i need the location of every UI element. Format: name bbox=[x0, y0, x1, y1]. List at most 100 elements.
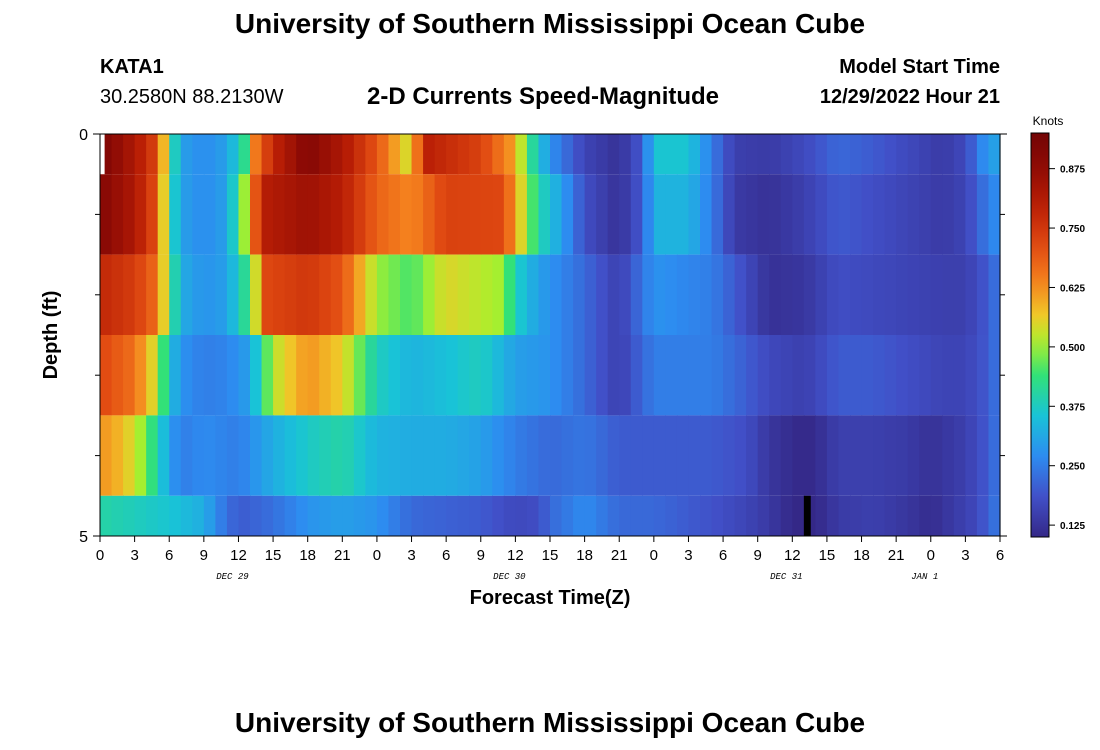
heatmap-cell bbox=[250, 134, 263, 175]
heatmap-cell bbox=[688, 415, 701, 496]
heatmap-cell bbox=[630, 134, 643, 175]
heatmap-cell bbox=[226, 174, 240, 255]
heatmap-cell bbox=[307, 415, 320, 496]
heatmap-cell bbox=[284, 134, 297, 175]
heatmap-cell bbox=[353, 495, 366, 536]
heatmap-cell bbox=[238, 335, 251, 416]
x-tick-label: 3 bbox=[407, 547, 415, 564]
heatmap-cell bbox=[273, 174, 286, 255]
heatmap-cell bbox=[192, 174, 205, 255]
heatmap-cell bbox=[584, 415, 597, 496]
heatmap-cell bbox=[919, 134, 932, 175]
heatmap-cell bbox=[930, 335, 943, 416]
heatmap-cell bbox=[215, 335, 228, 416]
heatmap-cell bbox=[307, 134, 320, 175]
heatmap-cell bbox=[480, 134, 493, 175]
heatmap-cell bbox=[815, 174, 828, 255]
heatmap-cell bbox=[573, 254, 586, 335]
x-tick-label: 6 bbox=[165, 547, 173, 564]
heatmap-cell bbox=[815, 134, 828, 175]
model-start-label: Model Start Time bbox=[839, 56, 1000, 78]
heatmap-cell bbox=[826, 335, 840, 416]
heatmap-cell bbox=[492, 415, 505, 496]
heatmap-cell bbox=[273, 254, 286, 335]
heatmap-cell bbox=[123, 134, 136, 175]
x-tick-label: 9 bbox=[200, 547, 208, 564]
heatmap-cell bbox=[515, 495, 528, 536]
heatmap-cell bbox=[457, 254, 470, 335]
heatmap-cell bbox=[307, 254, 320, 335]
heatmap-cell bbox=[826, 495, 840, 536]
heatmap-cell bbox=[988, 495, 1001, 536]
heatmap-cell bbox=[930, 415, 943, 496]
heatmap-cell bbox=[665, 415, 678, 496]
heatmap-cell bbox=[700, 415, 713, 496]
heatmap-cell bbox=[769, 254, 782, 335]
heatmap-cell bbox=[907, 174, 920, 255]
heatmap-cell bbox=[550, 495, 563, 536]
heatmap-cell bbox=[596, 174, 609, 255]
heatmap-cell bbox=[492, 134, 505, 175]
heatmap-cell bbox=[838, 335, 851, 416]
heatmap-cell bbox=[353, 134, 366, 175]
heatmap-cell bbox=[550, 415, 563, 496]
heatmap-cell bbox=[873, 134, 886, 175]
heatmap-cell bbox=[180, 495, 193, 536]
heatmap-cell bbox=[492, 335, 505, 416]
heatmap-cell bbox=[526, 335, 540, 416]
heatmap-cell bbox=[134, 174, 147, 255]
heatmap-cell bbox=[665, 134, 678, 175]
date-label: JAN 1 bbox=[911, 572, 938, 582]
x-tick-label: 21 bbox=[334, 547, 351, 564]
heatmap-cell bbox=[111, 415, 124, 496]
heatmap-cell bbox=[550, 254, 563, 335]
heatmap-cell bbox=[561, 335, 574, 416]
heatmap-cell bbox=[665, 174, 678, 255]
heatmap-cell bbox=[965, 174, 978, 255]
heatmap-cell bbox=[123, 415, 136, 496]
heatmap-cell bbox=[942, 335, 955, 416]
heatmap-cell bbox=[850, 134, 863, 175]
heatmap-cell bbox=[757, 335, 770, 416]
heatmap-cell bbox=[215, 415, 228, 496]
heatmap-cell bbox=[365, 495, 378, 536]
heatmap-cells bbox=[100, 134, 1001, 536]
heatmap-cell bbox=[711, 335, 724, 416]
heatmap-cell bbox=[688, 335, 701, 416]
heatmap-cell bbox=[653, 495, 666, 536]
heatmap-cell bbox=[642, 254, 655, 335]
heatmap-cell bbox=[526, 495, 540, 536]
heatmap-cell bbox=[607, 254, 620, 335]
y-axis: 05 bbox=[79, 127, 1007, 546]
heatmap-cell bbox=[700, 495, 713, 536]
heatmap-cell bbox=[446, 415, 459, 496]
heatmap-cell bbox=[423, 134, 436, 175]
heatmap-cell bbox=[965, 254, 978, 335]
heatmap-cell bbox=[469, 495, 482, 536]
heatmap-cell bbox=[919, 495, 932, 536]
blank-cell bbox=[100, 134, 105, 175]
heatmap-cell bbox=[907, 495, 920, 536]
heatmap-cell bbox=[700, 335, 713, 416]
heatmap-cell bbox=[169, 134, 182, 175]
heatmap-cell bbox=[630, 174, 643, 255]
heatmap-cell bbox=[261, 174, 274, 255]
heatmap-cell bbox=[815, 254, 828, 335]
heatmap-cell bbox=[192, 335, 205, 416]
heatmap-cell bbox=[792, 174, 805, 255]
heatmap-cell bbox=[226, 254, 240, 335]
heatmap-cell bbox=[919, 415, 932, 496]
x-tick-label: 9 bbox=[754, 547, 762, 564]
heatmap-cell bbox=[676, 335, 690, 416]
heatmap-cell bbox=[238, 495, 251, 536]
heatmap-cell bbox=[815, 335, 828, 416]
heatmap-cell bbox=[792, 254, 805, 335]
heatmap-cell bbox=[411, 415, 424, 496]
heatmap-cell bbox=[169, 495, 182, 536]
heatmap-cell bbox=[273, 134, 286, 175]
heatmap-cell bbox=[365, 254, 378, 335]
heatmap-cell bbox=[723, 174, 736, 255]
heatmap-cell bbox=[480, 174, 493, 255]
x-tick-label: 12 bbox=[507, 547, 524, 564]
heatmap-cell bbox=[942, 134, 955, 175]
